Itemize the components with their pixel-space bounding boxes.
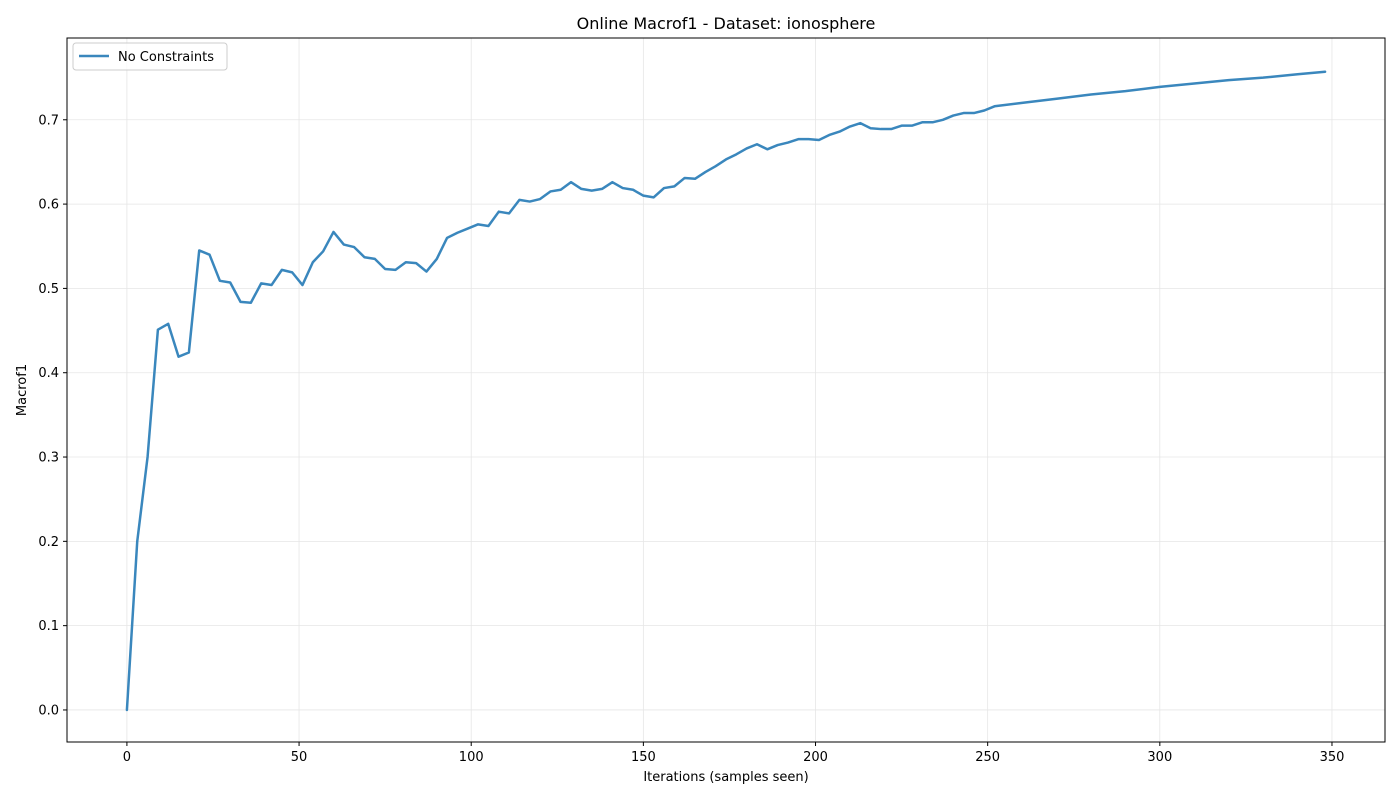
- y-tick-label: 0.5: [38, 282, 59, 297]
- x-tick-label: 50: [291, 750, 308, 765]
- series-layer: [125, 70, 1327, 712]
- y-axis: 0.0 0.1 0.2 0.3 0.4 0.5 0.6 0.7: [38, 113, 67, 718]
- legend-label: No Constraints: [118, 50, 214, 65]
- chart-title: Online Macrof1 - Dataset: ionosphere: [577, 14, 876, 33]
- legend-box: [72, 42, 228, 71]
- y-tick-label: 0.2: [38, 535, 59, 550]
- y-tick-label: 0.3: [38, 451, 59, 466]
- plot-frame: [66, 37, 1386, 743]
- x-tick-label: 200: [803, 750, 828, 765]
- grid: [67, 38, 1385, 742]
- y-tick-label: 0.7: [38, 113, 59, 128]
- y-axis-title: Macrof1: [15, 364, 30, 416]
- y-tick-label: 0.4: [38, 366, 59, 381]
- x-axis: 0 50 100 150 200 250 300 350: [123, 742, 1345, 765]
- y-tick-label: 0.1: [38, 619, 59, 634]
- x-tick-label: 0: [123, 750, 131, 765]
- x-axis-title: Iterations (samples seen): [643, 770, 808, 785]
- x-tick-label: 300: [1147, 750, 1172, 765]
- legend: No Constraints: [72, 42, 228, 71]
- series-line-no-constraints: [125, 70, 1327, 712]
- x-tick-label: 350: [1320, 750, 1345, 765]
- x-tick-label: 150: [631, 750, 656, 765]
- x-tick-label: 100: [459, 750, 484, 765]
- y-tick-label: 0.6: [38, 198, 59, 213]
- y-tick-label: 0.0: [38, 703, 59, 718]
- x-tick-label: 250: [975, 750, 1000, 765]
